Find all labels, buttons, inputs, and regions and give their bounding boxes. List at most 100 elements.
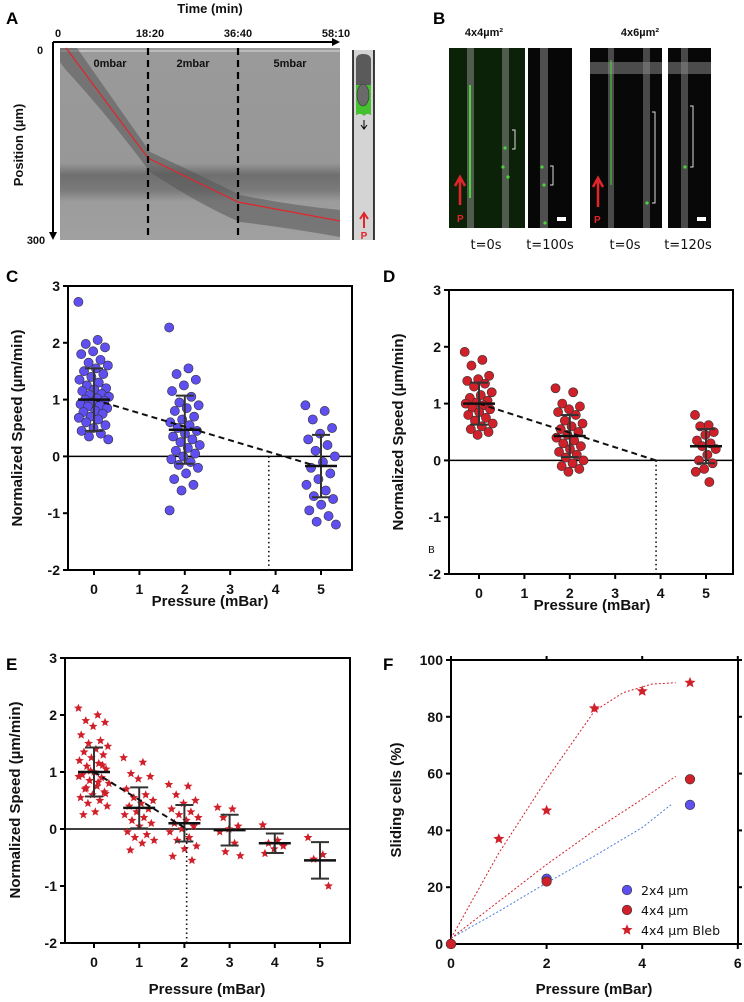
data-point xyxy=(73,412,84,423)
time-tick: 18:20 xyxy=(136,28,164,40)
channel-size-title: 4x6µm² xyxy=(621,27,659,39)
y-tick-label: 0 xyxy=(435,936,443,952)
segment-label: 5mbar xyxy=(273,58,307,70)
data-point xyxy=(73,297,84,307)
y-tick-label: 2 xyxy=(433,339,441,355)
data-point xyxy=(319,406,330,416)
data-point xyxy=(563,466,574,477)
data-point xyxy=(574,464,585,474)
panel-a: A Time (min) 0 18:20 36:40 58:10 0 300 P… xyxy=(6,1,375,247)
data-point xyxy=(186,807,196,816)
data-point xyxy=(684,799,696,810)
pressure-label: P xyxy=(594,215,601,226)
data-point xyxy=(459,347,470,357)
data-point xyxy=(477,354,488,365)
data-point xyxy=(481,412,491,423)
data-point xyxy=(702,449,713,460)
x-axis-title: Pressure (mBar) xyxy=(149,981,266,998)
data-point xyxy=(102,360,113,371)
trend-line xyxy=(93,771,188,830)
y-tick-label: 100 xyxy=(420,652,444,668)
data-point xyxy=(228,804,237,813)
data-point xyxy=(310,445,321,456)
x-tick-label: 4 xyxy=(638,955,646,971)
data-point xyxy=(588,702,600,713)
x-tick-label: 3 xyxy=(611,585,619,601)
data-point xyxy=(76,349,87,360)
data-point xyxy=(119,753,128,762)
data-point xyxy=(172,835,182,845)
data-point xyxy=(194,440,205,450)
time-tick: 0 xyxy=(55,28,61,40)
data-point xyxy=(146,818,156,827)
data-point xyxy=(96,736,105,745)
x-tick-label: 2 xyxy=(543,955,551,971)
y-tick-label: -2 xyxy=(48,562,61,578)
y-tick-label: -1 xyxy=(429,509,442,525)
fit-curve xyxy=(450,804,672,939)
data-point xyxy=(183,363,194,374)
plot-frame xyxy=(448,289,734,575)
data-point xyxy=(558,438,569,449)
data-point xyxy=(684,676,696,688)
data-point xyxy=(188,479,199,490)
x-tick-label: 2 xyxy=(566,585,574,601)
data-point xyxy=(79,810,88,819)
data-point xyxy=(303,832,313,842)
cell-trace-band xyxy=(60,48,340,237)
data-point xyxy=(486,387,497,398)
data-point xyxy=(148,795,158,805)
y-tick-label: 1 xyxy=(433,396,441,412)
y-tick-label: 3 xyxy=(52,278,60,294)
y-tick-label: 3 xyxy=(433,282,441,298)
plot-frame xyxy=(64,657,351,944)
data-point xyxy=(541,804,553,816)
data-point xyxy=(445,938,457,949)
data-point xyxy=(322,440,333,450)
micrograph-4x6-t120 xyxy=(668,48,711,228)
data-point xyxy=(189,411,200,422)
x-axis-title: Pressure (mBar) xyxy=(536,981,653,998)
x-tick-label: 4 xyxy=(272,581,280,597)
data-point xyxy=(575,401,585,412)
y-tick-label: 0 xyxy=(433,452,441,468)
data-point xyxy=(304,505,315,516)
stray-label: B xyxy=(428,545,435,556)
data-point xyxy=(81,417,92,428)
trend-line xyxy=(478,402,657,462)
data-point xyxy=(122,784,131,793)
micrograph-4x4-t100 xyxy=(528,48,572,228)
data-point xyxy=(621,884,633,896)
data-point xyxy=(141,790,151,799)
data-point xyxy=(329,451,340,462)
y-tick-label: 3 xyxy=(49,650,57,666)
pressure-arrow-icon xyxy=(591,175,605,207)
time-axis-title: Time (min) xyxy=(177,1,243,16)
data-point xyxy=(557,398,568,409)
data-point xyxy=(74,703,83,712)
data-point xyxy=(84,431,94,442)
scale-bar xyxy=(557,217,566,221)
data-point xyxy=(690,410,700,420)
data-point xyxy=(485,404,496,415)
channel-cell-schematic: P xyxy=(352,50,375,242)
data-point xyxy=(171,790,181,799)
data-point xyxy=(213,802,222,812)
data-point xyxy=(556,461,567,471)
data-point xyxy=(165,417,176,428)
x-tick-label: 0 xyxy=(90,581,98,597)
data-point xyxy=(181,403,192,414)
data-point xyxy=(149,835,159,845)
data-point xyxy=(91,744,101,753)
panel-label-c: C xyxy=(6,267,18,286)
x-tick-label: 0 xyxy=(90,954,98,970)
data-point xyxy=(88,721,98,731)
y-axis-title: Normalized Speed (µm/min) xyxy=(390,333,407,530)
panel-label-f: F xyxy=(383,655,393,674)
data-point xyxy=(567,458,578,469)
position-tick: 0 xyxy=(37,45,43,57)
y-tick-label: -1 xyxy=(48,505,61,521)
y-axis-title: Normalized Speed (µm/min) xyxy=(7,701,24,898)
y-tick-label: 20 xyxy=(427,879,443,895)
data-point xyxy=(168,431,178,442)
